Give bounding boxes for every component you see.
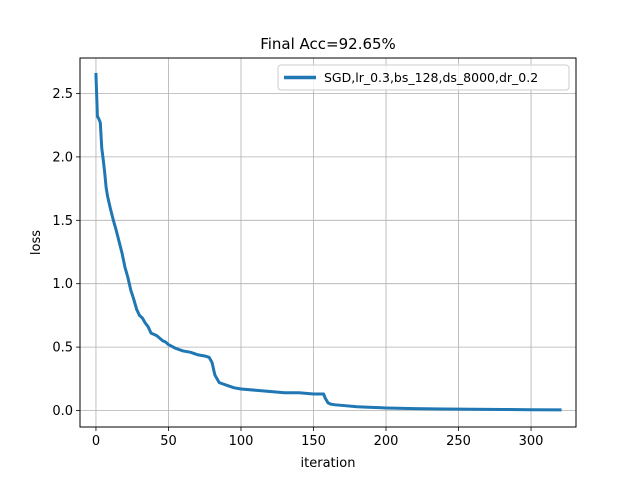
y-tick-label: 0.0 <box>52 404 73 419</box>
x-tick-label: 100 <box>229 434 254 449</box>
x-axis-label: iteration <box>301 456 356 471</box>
legend: SGD,lr_0.3,bs_128,ds_8000,dr_0.2 <box>277 64 570 91</box>
ticks: 0 50 100 150 200 250 300 0.0 0.5 1.0 1.5 2.0 2.5 <box>52 87 543 449</box>
series-layer <box>94 72 562 412</box>
x-tick-label: 200 <box>374 434 399 449</box>
y-tick-label: 2.5 <box>52 87 73 102</box>
legend-box <box>277 64 570 91</box>
plot-frame <box>79 57 577 428</box>
x-tick-label: 50 <box>160 434 177 449</box>
y-axis-label: loss <box>29 230 44 255</box>
chart-title: Final Acc=92.65% <box>260 35 396 53</box>
y-tick-label: 0.5 <box>52 341 73 356</box>
y-tick-label: 1.0 <box>52 277 73 292</box>
x-tick-label: 0 <box>92 434 100 449</box>
x-tick-label: 150 <box>301 434 326 449</box>
x-tick-label: 300 <box>519 434 544 449</box>
y-tick-label: 2.0 <box>52 150 73 165</box>
grid <box>80 58 576 427</box>
legend-label: SGD,lr_0.3,bs_128,ds_8000,dr_0.2 <box>324 70 538 85</box>
x-tick-label: 250 <box>446 434 471 449</box>
series-line <box>94 72 562 412</box>
y-tick-label: 1.5 <box>52 214 73 229</box>
